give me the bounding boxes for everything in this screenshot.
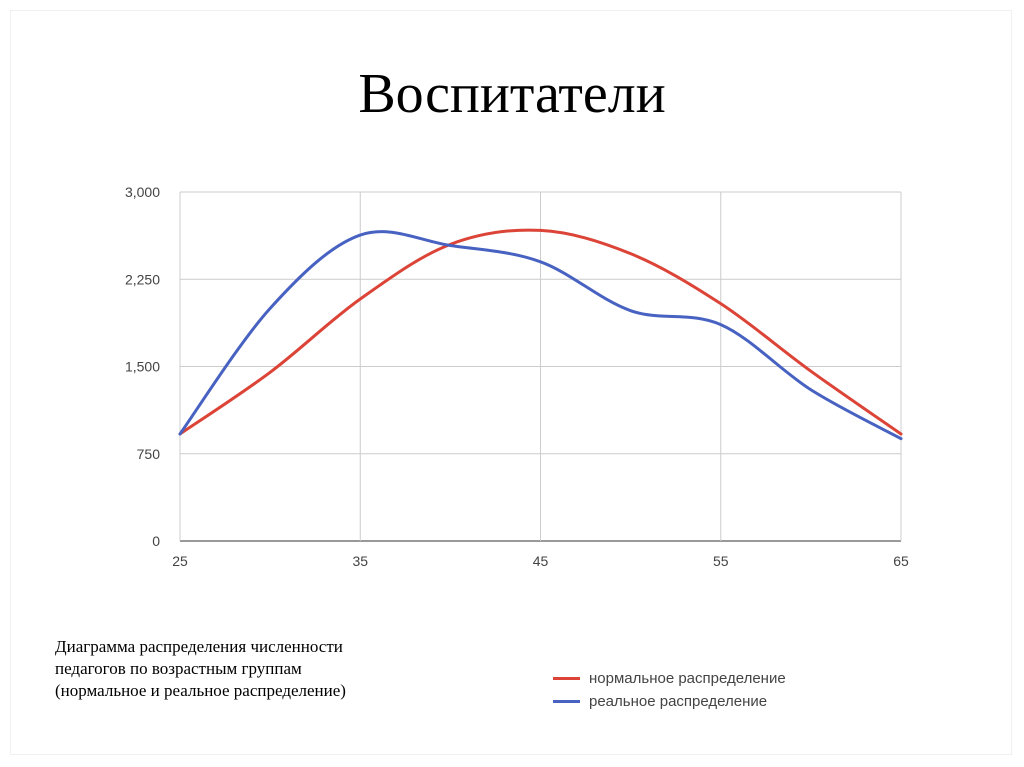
legend-item-real: реальное распределение	[553, 690, 786, 713]
chart-legend: нормальное распределение реальное распре…	[553, 667, 786, 713]
caption-line: Диаграмма распределения численности	[55, 637, 343, 656]
legend-item-normal: нормальное распределение	[553, 667, 786, 690]
caption-line: (нормальное и реальное распределение)	[55, 681, 346, 700]
caption-line: педагогов по возрастным группам	[55, 659, 302, 678]
x-tick-label: 25	[172, 553, 188, 569]
y-tick-label: 3,000	[125, 184, 160, 200]
legend-swatch	[553, 677, 580, 680]
x-tick-label: 55	[713, 553, 729, 569]
legend-label: реальное распределение	[589, 693, 768, 710]
legend-swatch	[553, 700, 580, 703]
legend-label: нормальное распределение	[589, 670, 786, 687]
x-tick-label: 35	[352, 553, 368, 569]
chart-caption: Диаграмма распределения численности педа…	[55, 636, 415, 702]
slide-frame	[10, 10, 1012, 755]
y-tick-label: 0	[152, 533, 160, 549]
y-tick-label: 750	[137, 446, 161, 462]
series-line-normal	[178, 228, 903, 436]
x-tick-label: 65	[893, 553, 909, 569]
y-tick-label: 1,500	[125, 359, 160, 375]
slide-title: Воспитатели	[358, 63, 666, 125]
y-tick-label: 2,250	[125, 271, 160, 287]
series-line-real	[178, 230, 903, 441]
x-tick-label: 45	[533, 553, 549, 569]
